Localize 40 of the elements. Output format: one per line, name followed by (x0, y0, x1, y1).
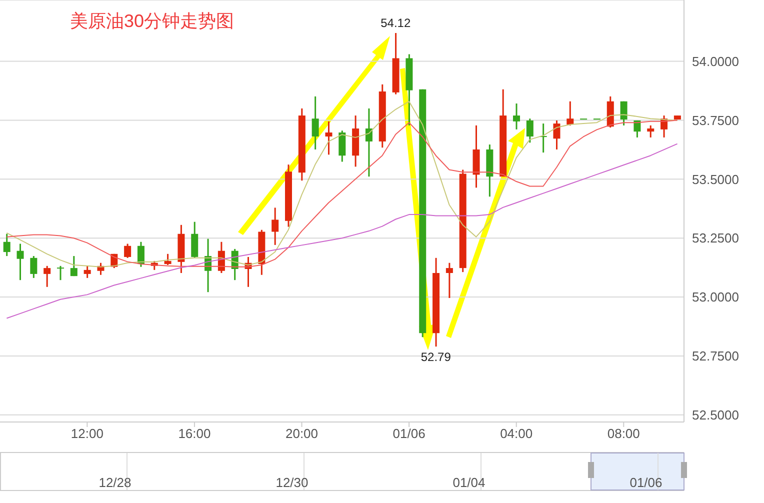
candlestick (365, 108, 372, 178)
line-series (6, 143, 678, 319)
y-tick-label: 53.7500 (692, 112, 739, 128)
candlestick (526, 118, 534, 144)
annotation: 52.79 (420, 350, 452, 364)
candlestick (16, 243, 24, 281)
text: 美原油30分钟走势图 (70, 11, 234, 31)
candlestick (446, 262, 453, 299)
x-tick-label: 04:00 (500, 426, 533, 442)
candlestick (84, 265, 91, 279)
y-tick-label: 53.0000 (692, 290, 739, 305)
x-tick-label: 20:00 (285, 426, 318, 442)
x-tick-label: 08:00 (607, 426, 640, 442)
y-tick-label: 54.0000 (692, 54, 739, 69)
candlestick (312, 96, 319, 150)
candlestick (191, 221, 198, 259)
y-tick-label: 53.2500 (692, 230, 739, 246)
candlestick (634, 120, 641, 138)
y-tick-label: 52.5000 (692, 408, 739, 423)
x-tick-label: 12:00 (70, 426, 104, 442)
candlestick (553, 120, 560, 150)
candlestick (272, 206, 279, 246)
candlestick (164, 253, 172, 266)
y-tick-label: 53.5000 (692, 172, 739, 187)
y-tick-label: 52.7500 (692, 348, 739, 364)
candlestick (513, 102, 520, 130)
candlestick (338, 130, 346, 162)
x-tick-label: 16:00 (178, 426, 211, 442)
candlestick (30, 255, 38, 279)
candlestick (3, 233, 10, 257)
candlestick (57, 265, 64, 281)
candlestick (325, 120, 332, 156)
candlestick (566, 100, 574, 126)
candlestick (647, 124, 654, 138)
annotation: 54.12 (380, 16, 411, 30)
x-tick-label: 01/06 (392, 426, 426, 442)
candlestick (44, 265, 51, 288)
candlestick (70, 255, 78, 277)
candlestick (137, 241, 144, 268)
candlestick (124, 243, 132, 259)
